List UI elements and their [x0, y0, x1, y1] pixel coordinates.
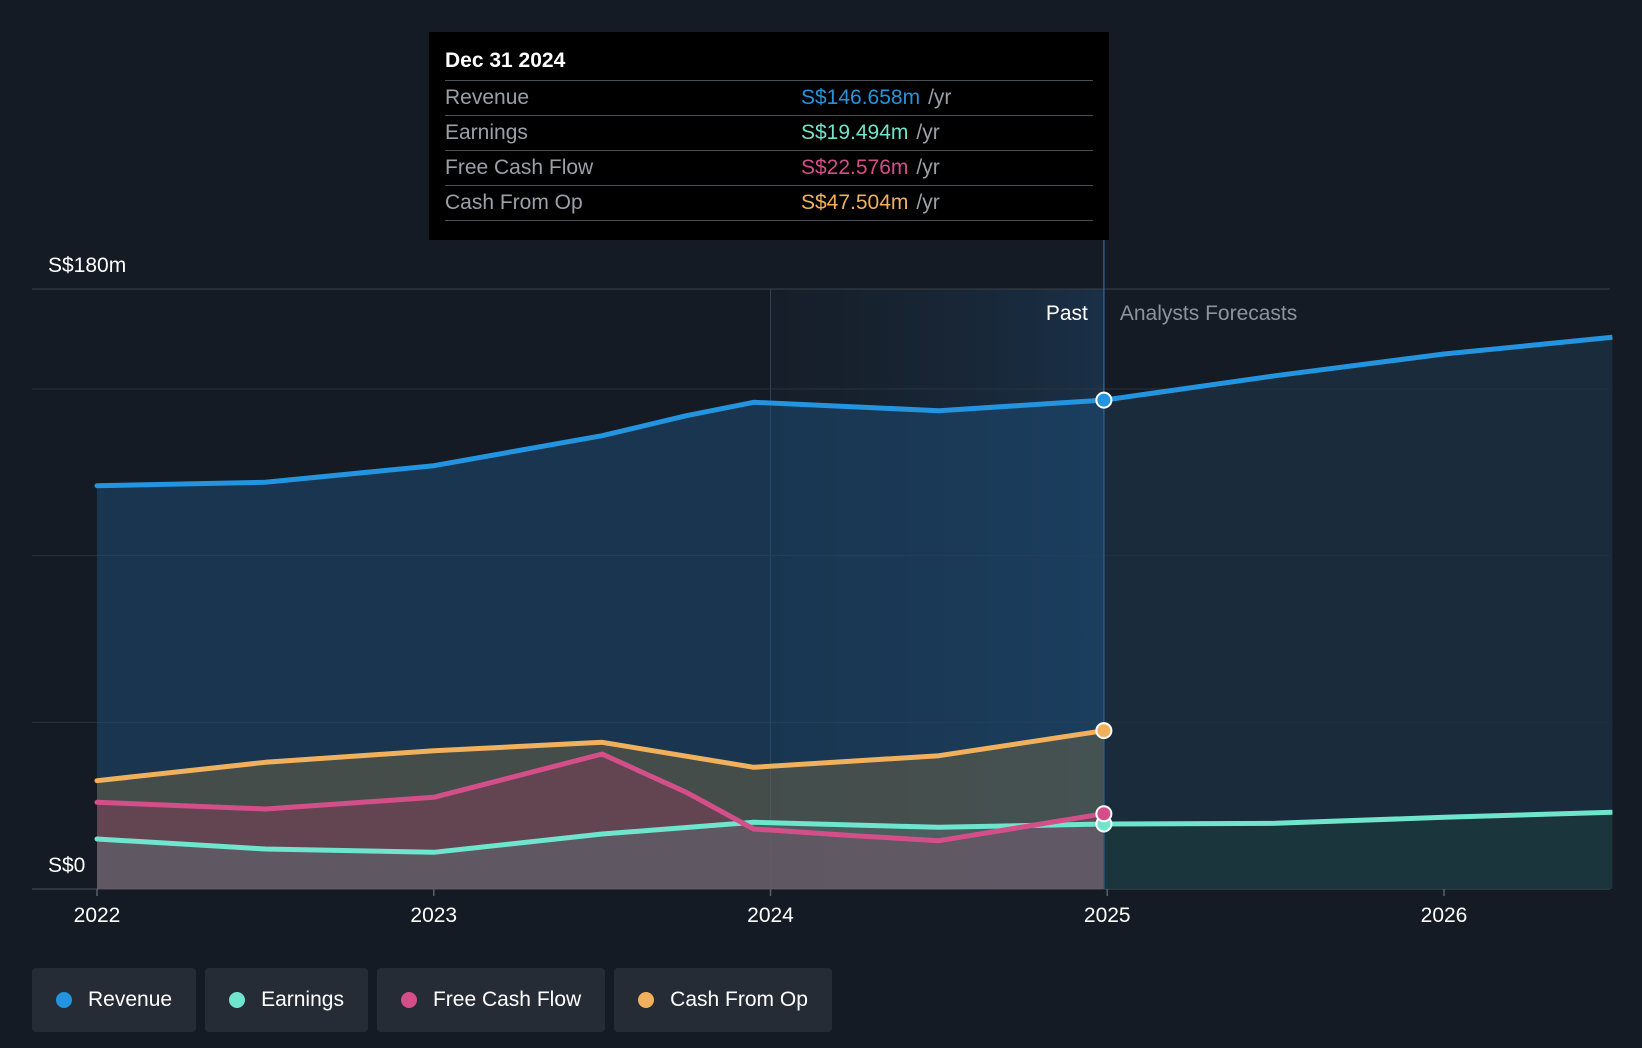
tooltip-label: Cash From Op	[445, 191, 583, 214]
legend-item-cash-from-op[interactable]: Cash From Op	[614, 968, 832, 1032]
tooltip-label: Free Cash Flow	[445, 156, 594, 179]
earnings-dot-icon	[229, 992, 246, 1008]
legend-label: Free Cash Flow	[432, 988, 582, 1011]
revenue-marker	[1095, 391, 1113, 409]
tooltip-unit: /yr	[916, 121, 940, 144]
revenue-forecast-area	[1103, 337, 1613, 889]
revenue-area	[97, 400, 1104, 889]
revenue-forecast-line	[1103, 334, 1613, 403]
tooltip-value: S$22.576m	[801, 156, 909, 179]
x-tick-label: 2022	[74, 904, 121, 927]
tooltip-unit: /yr	[928, 86, 952, 109]
y-axis-max-label: S$180m	[48, 254, 126, 277]
tooltip-row-cash-from-op: Cash From Op S$47.504m /yr	[445, 185, 1093, 221]
tooltip-value: S$146.658m	[801, 86, 921, 109]
tooltip-row-earnings: Earnings S$19.494m /yr	[445, 115, 1093, 150]
x-tick-label: 2026	[1421, 904, 1468, 927]
free-cash-flow-marker	[1095, 805, 1113, 823]
legend-label: Cash From Op	[670, 988, 808, 1011]
legend: Revenue Earnings Free Cash Flow Cash Fro…	[32, 968, 832, 1032]
tooltip-date: Dec 31 2024	[445, 49, 566, 72]
tooltip-row-revenue: Revenue S$146.658m /yr	[445, 80, 1093, 115]
earnings-forecast-area	[1103, 812, 1613, 889]
cash-from-op-dot-icon	[638, 992, 655, 1008]
forecast-label: Analysts Forecasts	[1120, 302, 1297, 325]
cash-from-op-line	[94, 728, 1107, 784]
legend-item-earnings[interactable]: Earnings	[205, 968, 368, 1032]
tooltip-label: Earnings	[445, 121, 528, 144]
legend-label: Revenue	[88, 988, 173, 1011]
tooltip-row-free-cash-flow: Free Cash Flow S$22.576m /yr	[445, 150, 1093, 185]
free-cash-flow-dot-icon	[400, 992, 417, 1008]
legend-label: Earnings	[261, 988, 344, 1011]
free-cash-flow-area	[97, 754, 1104, 889]
x-tick-label: 2025	[1084, 904, 1131, 927]
free-cash-flow-line	[94, 751, 1107, 844]
tooltip: Dec 31 2024 Revenue S$146.658m /yr Earni…	[429, 32, 1109, 240]
cash-from-op-marker	[1095, 722, 1113, 740]
x-tick-label: 2024	[747, 904, 794, 927]
earnings-forecast-line	[1103, 809, 1613, 827]
x-tick-label: 2023	[410, 904, 457, 927]
y-axis-min-label: S$0	[48, 854, 85, 877]
tooltip-value: S$47.504m	[801, 191, 909, 214]
earnings-area	[97, 822, 1104, 889]
revenue-line	[94, 397, 1107, 489]
earnings-line	[94, 819, 1107, 855]
tooltip-unit: /yr	[916, 191, 940, 214]
revenue-dot-icon	[56, 992, 72, 1008]
legend-item-free-cash-flow[interactable]: Free Cash Flow	[376, 968, 606, 1032]
past-label: Past	[1046, 302, 1088, 325]
tooltip-value: S$19.494m	[801, 121, 909, 144]
legend-item-revenue[interactable]: Revenue	[32, 968, 197, 1032]
tooltip-unit: /yr	[916, 156, 940, 179]
tooltip-label: Revenue	[445, 86, 530, 109]
